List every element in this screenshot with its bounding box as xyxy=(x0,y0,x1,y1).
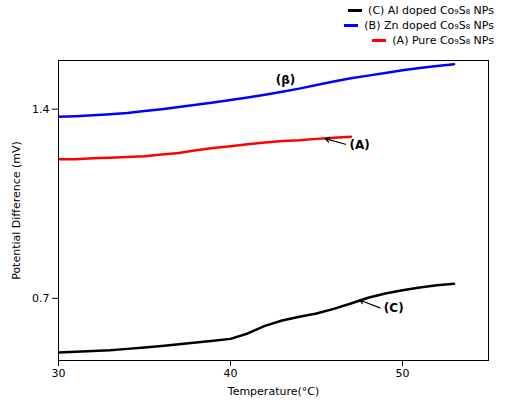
svg-text:1.4: 1.4 xyxy=(32,103,50,116)
svg-text:Temperature(°C): Temperature(°C) xyxy=(227,385,319,398)
svg-text:0.7: 0.7 xyxy=(32,292,50,305)
svg-text:40: 40 xyxy=(224,367,238,380)
svg-text:(β): (β) xyxy=(276,73,296,87)
html-text:(C) Al doped Co₉S₈ NPs: (C) Al doped Co₉S₈ NPs xyxy=(368,4,494,17)
svg-text:(C): (C) xyxy=(384,301,404,315)
html-text:(B) Zn doped Co₉S₈ NPs: (B) Zn doped Co₉S₈ NPs xyxy=(364,19,494,32)
svg-text:Potential Difference (mV): Potential Difference (mV) xyxy=(10,141,23,280)
svg-text:50: 50 xyxy=(396,367,410,380)
svg-text:(A): (A) xyxy=(349,138,369,152)
svg-text:30: 30 xyxy=(52,367,66,380)
html-text:(A) Pure Co₉S₈ NPs: (A) Pure Co₉S₈ NPs xyxy=(392,34,494,47)
